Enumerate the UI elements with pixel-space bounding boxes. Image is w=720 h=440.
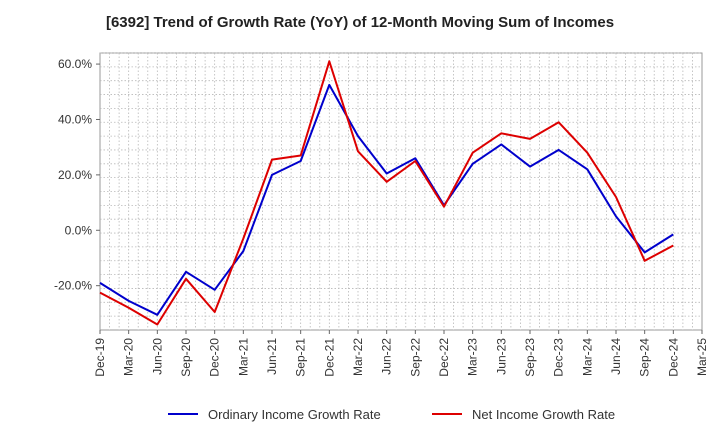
x-tick-label: Mar-24 (580, 338, 594, 376)
y-tick-label: 60.0% (58, 57, 92, 71)
x-tick-label: Jun-22 (380, 338, 394, 375)
x-tick-label: Dec-22 (437, 338, 451, 377)
legend-label-1: Ordinary Income Growth Rate (208, 407, 381, 422)
legend: Ordinary Income Growth Rate Net Income Gr… (168, 407, 615, 422)
axes: -20.0% 0.0% 20.0% 40.0% 60.0% Dec-19 Mar-20 Jun… (54, 57, 709, 377)
y-tick-label: 20.0% (58, 168, 92, 182)
x-tick-label: Sep-24 (638, 338, 652, 377)
x-tick-label: Dec-24 (666, 338, 680, 377)
x-tick-label: Sep-20 (179, 338, 193, 377)
series-line-2 (99, 60, 674, 326)
x-tick-label: Mar-22 (351, 338, 365, 376)
y-tick-label: 0.0% (65, 223, 93, 237)
legend-label-2: Net Income Growth Rate (472, 407, 615, 422)
x-tick-label: Jun-24 (609, 338, 623, 375)
x-tick-label: Sep-23 (523, 338, 537, 377)
x-tick-label: Jun-21 (265, 338, 279, 375)
x-tick-label: Sep-22 (408, 338, 422, 377)
x-tick-label: Dec-20 (208, 338, 222, 377)
chart-title: [6392] Trend of Growth Rate (YoY) of 12-… (105, 14, 615, 31)
x-tick-label: Mar-20 (122, 338, 136, 376)
series (99, 60, 674, 326)
y-tick-label: -20.0% (54, 279, 92, 293)
y-tick-label: 40.0% (58, 112, 92, 126)
x-tick-label: Sep-21 (294, 338, 308, 377)
x-tick-label: Mar-25 (695, 338, 709, 376)
x-tick-label: Mar-23 (466, 338, 480, 376)
x-tick-label: Dec-21 (322, 338, 336, 377)
x-tick-label: Dec-19 (93, 338, 107, 377)
x-tick-label: Jun-20 (150, 338, 164, 375)
series-line-1 (99, 83, 674, 316)
x-tick-label: Dec-23 (552, 338, 566, 377)
x-tick-label: Jun-23 (494, 338, 508, 375)
x-tick-label: Mar-21 (236, 338, 250, 376)
